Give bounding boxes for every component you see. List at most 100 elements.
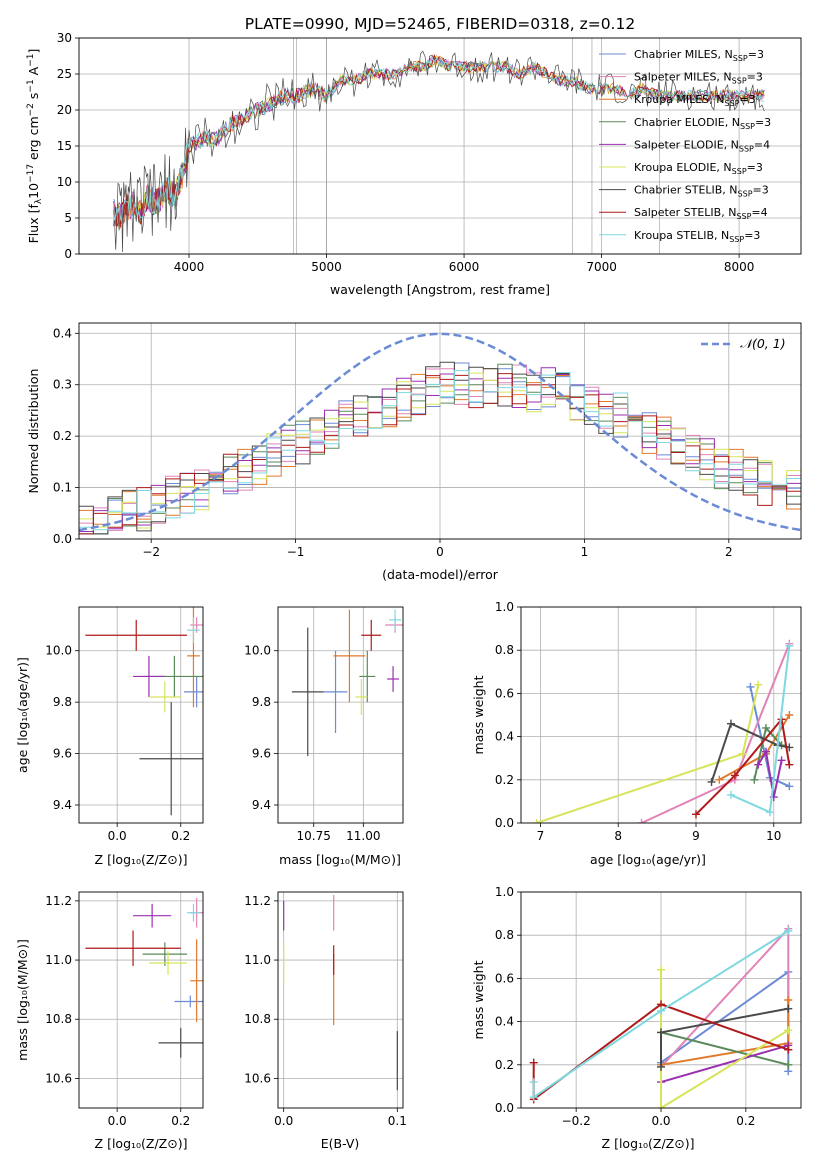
weight-vs-Z-frame bbox=[520, 891, 802, 1109]
residuals-xtick-label: −2 bbox=[142, 545, 160, 559]
mass-vs-Z-xlabel: Z [log₁₀(Z/Z⊙)] bbox=[95, 1136, 188, 1151]
age-vs-Z-ytick-label: 9.4 bbox=[53, 798, 72, 812]
spectrum-xtick-label: 6000 bbox=[449, 260, 480, 274]
age-vs-mass-ytick-label: 9.4 bbox=[252, 798, 271, 812]
spectrum-xlabel: wavelength [Angstrom, rest frame] bbox=[330, 282, 550, 297]
mass-vs-Z-points bbox=[85, 897, 203, 1058]
age-vs-mass-ytick-label: 9.8 bbox=[252, 695, 271, 709]
age-vs-mass-frame bbox=[277, 606, 404, 824]
age-vs-mass-panel: 10.75 11.00 9.4 9.6 9.8 10.0 mass [log₁₀(M/M⊙)… bbox=[244, 606, 404, 867]
legend-label-sub: SSP bbox=[732, 77, 747, 86]
spectrum-ylabel-part: −1 bbox=[26, 54, 36, 67]
legend-label: Kroupa STELIB, NSSP=3 bbox=[634, 229, 760, 244]
weight-vs-age-ytick-label: 0.2 bbox=[495, 773, 514, 787]
weight-vs-age-marker bbox=[762, 747, 770, 756]
spectrum-ytick-label: 25 bbox=[57, 67, 72, 81]
age-vs-Z-ylabel: age [log₁₀(age/yr)] bbox=[15, 657, 30, 773]
weight-vs-Z-ytick-label: 0.2 bbox=[495, 1058, 514, 1072]
mass-vs-Z-ytick-label: 10.6 bbox=[45, 1071, 72, 1085]
weight-vs-age-ytick-label: 0.0 bbox=[495, 816, 514, 830]
age-vs-Z-ytick-label: 9.8 bbox=[53, 695, 72, 709]
residuals-legend: 𝒩(0, 1) bbox=[701, 336, 786, 351]
residual-histogram-step bbox=[79, 361, 801, 535]
legend-label-sub: SSP bbox=[733, 54, 748, 63]
legend-label-end: =3 bbox=[755, 116, 771, 129]
spectrum-model-line bbox=[113, 56, 765, 222]
weight-vs-Z-marker bbox=[784, 996, 793, 1004]
weight-vs-age-xtick-label: 9 bbox=[692, 829, 700, 843]
mass-vs-EBV-xtick-label: 0.0 bbox=[274, 1114, 293, 1128]
legend-label-end: =4 bbox=[754, 138, 770, 151]
weight-vs-age-marker bbox=[707, 777, 716, 786]
residuals-ytick-label: 0.0 bbox=[53, 532, 72, 546]
mass-vs-EBV-points bbox=[283, 894, 398, 1091]
weight-vs-age-marker bbox=[532, 819, 541, 823]
weight-vs-age-marker bbox=[692, 810, 700, 819]
residual-histogram-step bbox=[79, 370, 801, 531]
weight-vs-age-frame bbox=[520, 606, 802, 824]
legend-label-end: =3 bbox=[747, 71, 763, 84]
legend-label-text: Salpeter ELODIE, N bbox=[634, 138, 739, 151]
weight-vs-age-xlabel: age [log₁₀(age/yr)] bbox=[590, 852, 706, 867]
spectrum-ytick-label: 10 bbox=[57, 175, 72, 189]
residuals-xlabel: (data-model)/error bbox=[382, 567, 499, 582]
spectrum-xtick-label: 5000 bbox=[311, 260, 342, 274]
residuals-xtick-label: 2 bbox=[725, 545, 733, 559]
weight-vs-Z-marker bbox=[529, 1078, 538, 1087]
legend-label-text: Kroupa ELODIE, N bbox=[634, 161, 732, 174]
spectrum-ytick-label: 20 bbox=[57, 103, 72, 117]
age-vs-mass-points bbox=[291, 609, 403, 757]
spectrum-xtick-label: 7000 bbox=[586, 260, 617, 274]
mass-vs-EBV-ytick-label: 11.0 bbox=[244, 953, 271, 967]
weight-vs-Z-line bbox=[660, 1031, 789, 1066]
spectrum-ylabel-part: 10 bbox=[26, 183, 41, 199]
mass-vs-Z-ytick-label: 11.0 bbox=[45, 953, 72, 967]
weight-vs-Z-marker bbox=[657, 965, 665, 974]
weight-vs-age-marker bbox=[765, 808, 774, 817]
residuals-ylabel: Normed distribution bbox=[26, 369, 41, 494]
residuals-ytick-label: 0.4 bbox=[53, 326, 72, 340]
age-vs-Z-xtick-label: 0.2 bbox=[171, 829, 190, 843]
weight-vs-age-ytick-label: 0.4 bbox=[495, 730, 514, 744]
legend-label: Salpeter ELODIE, NSSP=4 bbox=[634, 138, 770, 153]
weight-vs-Z-marker bbox=[784, 926, 793, 935]
weight-vs-age-marker bbox=[777, 756, 786, 765]
weight-vs-Z-ylabel: mass weight bbox=[471, 960, 486, 1039]
mass-vs-EBV-xtick-label: 0.1 bbox=[388, 1114, 407, 1128]
age-vs-Z-points bbox=[85, 607, 203, 816]
weight-vs-age-marker bbox=[746, 682, 755, 691]
residuals-frame bbox=[78, 322, 802, 540]
age-vs-Z-panel: 0.0 0.2 9.4 9.6 9.8 10.0 Z [log₁₀(Z/Z⊙)] age [l… bbox=[15, 606, 204, 867]
weight-vs-Z-ytick-label: 0.6 bbox=[495, 971, 514, 985]
weight-vs-Z-ytick-label: 1.0 bbox=[495, 885, 514, 899]
residuals-ytick-label: 0.2 bbox=[53, 429, 72, 443]
weight-vs-Z-xtick-label: −0.2 bbox=[562, 1114, 591, 1128]
weight-vs-age-line bbox=[757, 748, 783, 798]
weight-vs-Z-marker bbox=[657, 1062, 665, 1071]
legend-label-end: =3 bbox=[748, 48, 764, 61]
legend-label-end: =3 bbox=[744, 229, 760, 242]
spectrum-ytick-label: 30 bbox=[57, 31, 72, 45]
weight-vs-age-marker bbox=[715, 775, 724, 784]
residuals-histograms bbox=[79, 332, 801, 535]
mass-vs-Z-xtick-label: 0.2 bbox=[171, 1114, 190, 1128]
legend-label-text: Salpeter STELIB, N bbox=[634, 206, 736, 219]
weight-vs-Z-xlabel: Z [log₁₀(Z/Z⊙)] bbox=[602, 1136, 695, 1151]
spectrum-ytick-label: 5 bbox=[64, 211, 72, 225]
weight-vs-Z-series bbox=[529, 924, 793, 1108]
legend-label-end: =3 bbox=[739, 93, 755, 106]
mass-vs-EBV-ytick-label: 10.8 bbox=[244, 1012, 271, 1026]
spectrum-ylabel: Flux [fλ10−17 erg cm−2 s−1 A−1] bbox=[26, 49, 44, 244]
weight-vs-age-marker bbox=[727, 790, 735, 799]
residuals-xtick-label: 0 bbox=[436, 545, 444, 559]
residuals-panel: −2 −1 0 1 2 0.0 0.1 0.2 0.3 0.4 𝒩(0, 1) (data-mode… bbox=[26, 322, 802, 582]
age-vs-mass-ytick-label: 9.6 bbox=[252, 747, 271, 761]
spectrum-model-line bbox=[113, 50, 765, 253]
mass-vs-EBV-xlabel: E(B-V) bbox=[321, 1136, 360, 1151]
residuals-ytick-label: 0.1 bbox=[53, 481, 72, 495]
weight-vs-age-xtick-label: 7 bbox=[537, 829, 545, 843]
legend-label-text: Kroupa STELIB, N bbox=[634, 229, 729, 242]
weight-vs-age-ytick-label: 0.6 bbox=[495, 686, 514, 700]
weight-vs-age-ytick-label: 0.8 bbox=[495, 643, 514, 657]
